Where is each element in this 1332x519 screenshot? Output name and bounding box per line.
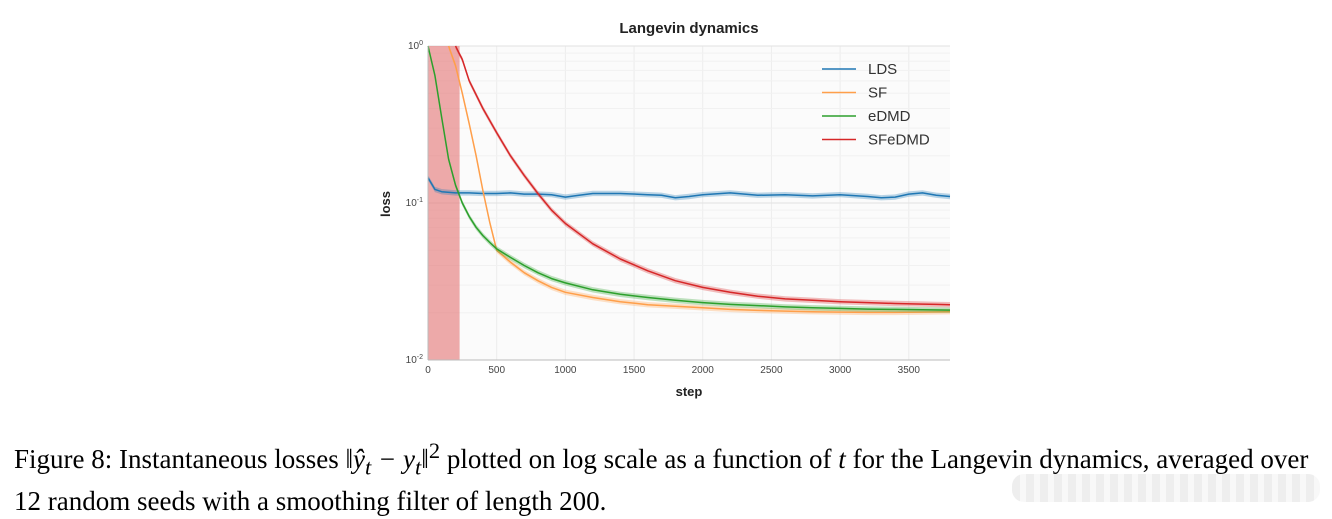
x-tick-label: 2500 bbox=[760, 365, 783, 376]
legend-label-sfedmd: SFeDMD bbox=[868, 132, 930, 149]
chart-title: Langevin dynamics bbox=[619, 20, 758, 37]
figure-caption: Figure 8: Instantaneous losses ‖ŷt − yt‖… bbox=[14, 433, 1324, 519]
series-line-sf bbox=[447, 45, 951, 314]
legend-label-edmd: eDMD bbox=[868, 108, 911, 125]
x-tick-label: 1000 bbox=[554, 365, 577, 376]
x-tick-label: 3000 bbox=[829, 365, 852, 376]
x-tick-label: 2000 bbox=[692, 365, 715, 376]
y-tick-label: 10-1 bbox=[406, 197, 423, 209]
y-tick-label: 10-2 bbox=[406, 354, 423, 366]
caption-prefix: Figure 8: Instantaneous losses bbox=[14, 444, 346, 474]
caption-middle: plotted on log scale as a function of bbox=[440, 444, 839, 474]
series-line-lds bbox=[427, 177, 951, 199]
series-band-lds bbox=[428, 175, 950, 201]
legend-label-sf: SF bbox=[868, 85, 887, 102]
caption-suffix: for the Langevin dynamics, averaged over… bbox=[14, 444, 1309, 517]
grid bbox=[427, 45, 950, 361]
shaded-region bbox=[428, 46, 460, 360]
series-line-edmd bbox=[427, 45, 951, 311]
series-layer bbox=[427, 45, 951, 316]
series-line-sfedmd bbox=[454, 45, 951, 306]
chart: 0 500 1000 1500 2000 2500 3000 350010-210-1100 … bbox=[378, 20, 951, 399]
x-tick-label: 3500 bbox=[898, 365, 921, 376]
x-tick-label: 1500 bbox=[623, 365, 646, 376]
y-axis-label: loss bbox=[378, 191, 393, 217]
watermark bbox=[1012, 474, 1320, 502]
caption-t-variable: t bbox=[838, 444, 846, 474]
x-tick-label: 0 bbox=[425, 365, 431, 376]
legend-label-lds: LDS bbox=[868, 61, 897, 78]
y-tick-label: 100 bbox=[408, 40, 423, 52]
x-tick-label: 500 bbox=[488, 365, 505, 376]
axes: 0 500 1000 1500 2000 2500 3000 3500 10-2 10-1 100 bbox=[406, 40, 950, 376]
x-axis-label: step bbox=[676, 384, 703, 399]
caption-math: ‖ŷt − yt‖2 bbox=[345, 438, 441, 480]
